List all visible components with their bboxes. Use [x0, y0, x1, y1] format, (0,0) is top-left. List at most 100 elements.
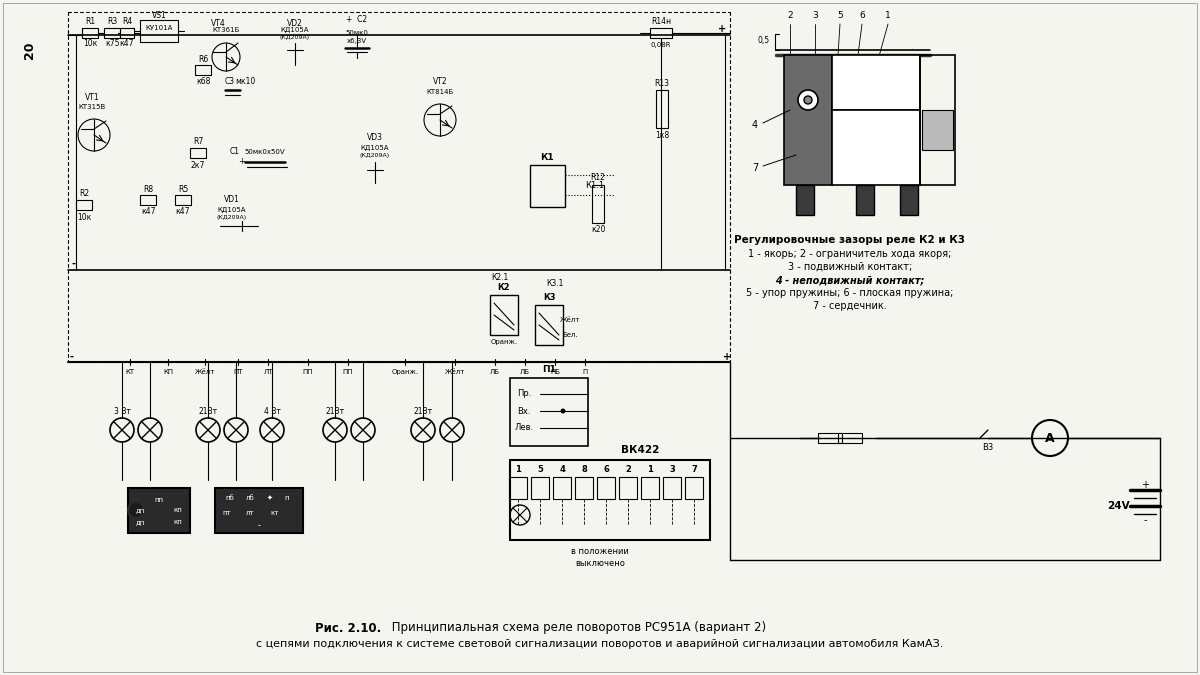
Text: (КД209А): (КД209А)	[360, 153, 390, 159]
Text: Лев.: Лев.	[515, 423, 534, 433]
Bar	[509, 477, 527, 499]
Text: 3 - подвижный контакт;: 3 - подвижный контакт;	[788, 262, 912, 272]
Text: 7 - сердечник.: 7 - сердечник.	[814, 301, 887, 311]
Bar	[215, 488, 302, 533]
Text: Оранж.: Оранж.	[491, 339, 517, 345]
Text: 2: 2	[787, 11, 793, 20]
Text: ПП: ПП	[343, 369, 353, 375]
Text: К1.1: К1.1	[586, 180, 605, 190]
Bar	[922, 110, 953, 150]
Text: к47: к47	[175, 207, 191, 217]
Text: 10к: 10к	[83, 40, 97, 49]
Text: 21Вт: 21Вт	[325, 408, 344, 416]
Text: VT1: VT1	[85, 92, 100, 101]
Bar	[662, 477, 682, 499]
Bar	[104, 28, 120, 38]
Bar	[900, 185, 918, 215]
Bar	[140, 20, 178, 42]
Bar	[194, 65, 211, 75]
Text: -: -	[70, 352, 73, 362]
Text: выключено: выключено	[575, 558, 625, 568]
Bar	[818, 433, 842, 443]
Text: К3: К3	[542, 292, 556, 302]
Text: VT4: VT4	[211, 18, 226, 28]
Text: Регулировочные зазоры реле К2 и К3: Регулировочные зазоры реле К2 и К3	[734, 235, 966, 245]
Text: +  C2: + C2	[347, 16, 367, 24]
Text: 21Вт: 21Вт	[198, 408, 217, 416]
Text: С1: С1	[230, 148, 240, 157]
Text: К2: К2	[498, 283, 510, 292]
Bar	[650, 28, 672, 38]
Text: к68: к68	[196, 76, 210, 86]
Bar	[490, 295, 518, 335]
Text: -: -	[71, 259, 74, 269]
Text: R5: R5	[178, 184, 188, 194]
Text: R1: R1	[85, 18, 95, 26]
Text: 1: 1	[515, 466, 521, 475]
Text: лб: лб	[246, 495, 254, 501]
Text: ПБ: ПБ	[550, 369, 560, 375]
Text: 8: 8	[581, 466, 587, 475]
Text: 50мк0x50V: 50мк0x50V	[245, 149, 286, 155]
Text: к20: к20	[590, 225, 605, 234]
Text: с цепями подключения к системе световой сигнализации поворотов и аварийной сигна: с цепями подключения к системе световой …	[257, 639, 943, 649]
Text: пп: пп	[155, 497, 163, 503]
Text: ЛБ: ЛБ	[490, 369, 500, 375]
Text: к75: к75	[104, 40, 119, 49]
Bar	[784, 55, 832, 185]
Text: 1 - якорь; 2 - ограничитель хода якоря;: 1 - якорь; 2 - ограничитель хода якоря;	[749, 249, 952, 259]
Circle shape	[804, 96, 812, 104]
Text: Рис. 2.10.: Рис. 2.10.	[314, 622, 382, 634]
Text: +: +	[239, 157, 246, 167]
Text: R14н: R14н	[650, 16, 671, 26]
Bar	[82, 28, 98, 38]
Text: 6: 6	[859, 11, 865, 20]
Text: В3: В3	[983, 443, 994, 452]
Text: дп: дп	[136, 507, 145, 513]
Text: (КД209А): (КД209А)	[280, 34, 310, 40]
Polygon shape	[232, 221, 242, 231]
Text: 2к7: 2к7	[191, 161, 205, 169]
Text: КТ315В: КТ315В	[78, 104, 106, 110]
Text: КП: КП	[163, 369, 173, 375]
Text: КД105А: КД105А	[281, 27, 310, 33]
Bar	[796, 185, 814, 215]
Text: 4 Вт: 4 Вт	[264, 408, 281, 416]
Text: 1к8: 1к8	[655, 130, 670, 140]
Text: (КД209А): (КД209А)	[217, 215, 247, 221]
Bar	[656, 90, 668, 128]
Text: 3 Вт: 3 Вт	[114, 408, 131, 416]
Text: R13: R13	[654, 78, 670, 88]
Bar	[832, 55, 920, 110]
Text: 4: 4	[752, 120, 758, 130]
Text: 10к: 10к	[77, 213, 91, 221]
Text: К1: К1	[540, 153, 554, 161]
Text: ЛТ: ЛТ	[263, 369, 272, 375]
Text: VT2: VT2	[433, 78, 448, 86]
Bar	[190, 148, 206, 158]
Text: A: A	[1045, 431, 1055, 445]
Circle shape	[560, 408, 565, 414]
Text: R8: R8	[143, 184, 154, 194]
Text: Пр.: Пр.	[517, 389, 532, 398]
Bar	[76, 200, 92, 210]
Bar	[510, 378, 588, 446]
Bar	[920, 55, 955, 185]
Text: -: -	[1144, 515, 1147, 525]
Text: Жёлт: Жёлт	[445, 369, 466, 375]
Text: VD1: VD1	[224, 196, 240, 205]
Text: 1: 1	[886, 11, 890, 20]
Bar	[530, 165, 565, 207]
Text: п: п	[284, 495, 289, 501]
Text: Принципиальная схема реле поворотов РС951А (вариант 2): Принципиальная схема реле поворотов РС95…	[388, 622, 766, 634]
Text: 3: 3	[812, 11, 818, 20]
Bar	[592, 185, 604, 223]
Text: 5 - упор пружины; 6 - плоская пружина;: 5 - упор пружины; 6 - плоская пружина;	[746, 288, 954, 298]
Text: 0,08R: 0,08R	[650, 42, 671, 48]
Text: пб: пб	[226, 495, 234, 501]
Bar	[598, 477, 616, 499]
Text: кт: кт	[271, 510, 280, 516]
Text: 50мк0: 50мк0	[346, 30, 368, 36]
Text: ВК422: ВК422	[620, 445, 659, 455]
Text: к47: к47	[140, 207, 155, 217]
